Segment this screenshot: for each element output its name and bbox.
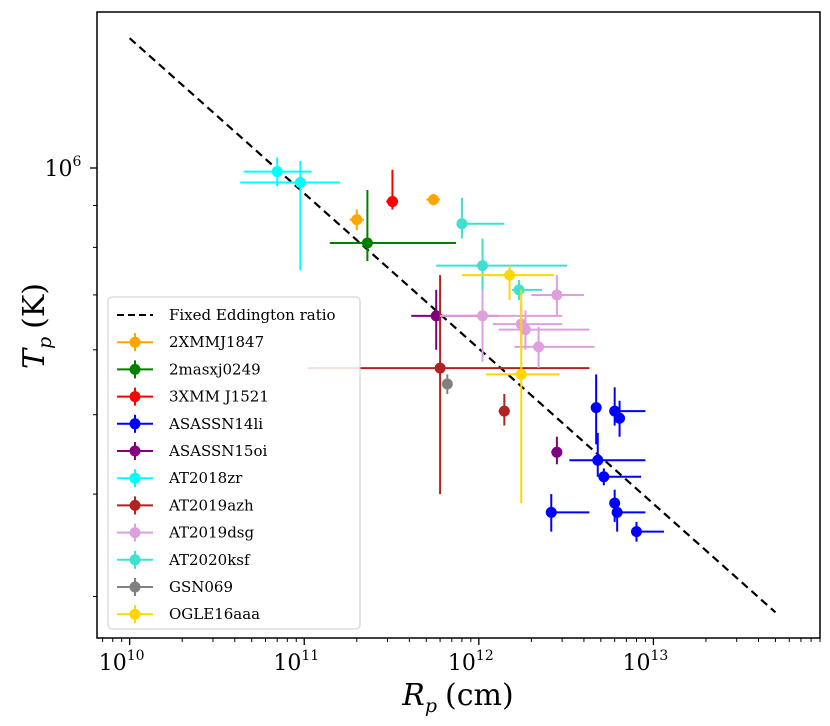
- legend-entry: OGLE16aaa: [117, 605, 260, 624]
- x-tick-label: 1011: [273, 648, 319, 676]
- data-point: [545, 506, 557, 518]
- legend-marker-dot: [129, 581, 141, 593]
- legend-entries: Fixed Eddington ratio 2XMMJ1847 2masxj0249…: [117, 306, 336, 624]
- y-tick-label: 106: [45, 154, 82, 182]
- legend-entry: 2XMMJ1847: [117, 333, 264, 352]
- legend-entry: AT2019azh: [117, 496, 254, 515]
- legend-marker-dot: [129, 445, 141, 457]
- y-axis-title: Tp(K): [17, 283, 56, 369]
- data-point: [533, 341, 545, 353]
- data-point: [271, 166, 283, 178]
- data-point: [430, 310, 442, 322]
- legend-marker-dot: [129, 391, 141, 403]
- data-point: [504, 269, 516, 281]
- plot-frame: [96, 11, 821, 639]
- data-point: [515, 368, 527, 380]
- legend-entry: AT2018zr: [117, 469, 243, 488]
- x-tick-label: 1013: [622, 648, 668, 676]
- data-point: [551, 289, 563, 301]
- plot-area: [128, 37, 777, 614]
- legend-label: 3XMM J1521: [169, 388, 269, 406]
- series-gsn069: [441, 374, 453, 394]
- data-point: [351, 214, 363, 226]
- data-point: [477, 310, 489, 322]
- x-tick-label: 1010: [99, 648, 145, 676]
- series-3xmm-j1521: [386, 169, 399, 210]
- legend-label: AT2020ksf: [168, 551, 251, 569]
- legend-box: [107, 296, 361, 630]
- legend-label: Fixed Eddington ratio: [169, 306, 336, 324]
- series-2masxj0249: [329, 190, 456, 262]
- legend-marker-dot: [129, 336, 141, 348]
- data-point: [609, 497, 621, 509]
- x-axis-title: Rp (cm): [401, 678, 513, 717]
- data-point: [513, 284, 525, 296]
- data-point: [630, 526, 642, 538]
- data-point: [361, 237, 373, 249]
- legend-label: ASASSN14li: [168, 415, 263, 433]
- legend-entry: GSN069: [117, 578, 233, 596]
- data-point: [498, 405, 510, 417]
- legend-label: AT2018zr: [168, 469, 243, 487]
- data-point: [456, 218, 468, 230]
- legend-label: GSN069: [169, 578, 233, 596]
- legend-marker-dot: [129, 472, 141, 484]
- legend-label: 2masxj0249: [169, 360, 261, 378]
- data-point: [386, 196, 398, 208]
- legend-label: OGLE16aaa: [169, 605, 260, 623]
- data-point: [294, 177, 306, 189]
- legend-entry: AT2019dsg: [117, 523, 254, 542]
- legend-label: AT2019dsg: [168, 524, 254, 542]
- legend-entry: ASASSN15oi: [117, 442, 267, 460]
- legend-entry: ASASSN14li: [117, 414, 263, 433]
- series-at2018zr: [240, 157, 340, 271]
- legend-marker-dot: [129, 499, 141, 511]
- legend-entry: AT2020ksf: [117, 550, 251, 569]
- data-point: [592, 454, 604, 466]
- series-at2020ksf: [436, 197, 568, 301]
- legend: Fixed Eddington ratio 2XMMJ1847 2masxj0249…: [107, 296, 361, 630]
- x-tick-label: 1012: [448, 648, 494, 676]
- data-point: [519, 324, 531, 336]
- series-asassn14li: [545, 374, 665, 542]
- data-point: [590, 402, 602, 414]
- data-point: [427, 194, 439, 206]
- data-point: [598, 471, 610, 483]
- legend-marker-dot: [129, 363, 141, 375]
- legend-entry: 2masxj0249: [117, 360, 261, 379]
- legend-label: ASASSN15oi: [168, 442, 267, 460]
- fixed-eddington-line: [128, 37, 777, 614]
- series-2xmmj1847: [349, 193, 441, 231]
- legend-label: 2XMMJ1847: [169, 333, 264, 351]
- data-point: [614, 412, 626, 424]
- legend-marker-dot: [129, 418, 141, 430]
- axis-ticks: 1010 1011 1012 1013 106: [45, 154, 821, 676]
- data-point: [477, 260, 489, 272]
- legend-entry: Fixed Eddington ratio: [117, 306, 336, 324]
- series-ogle16aaa: [461, 265, 560, 504]
- legend-label: AT2019azh: [168, 496, 254, 514]
- data-point: [434, 362, 446, 374]
- series-at2019dsg: [440, 275, 595, 369]
- legend-marker-dot: [129, 527, 141, 539]
- legend-entry: 3XMM J1521: [117, 387, 269, 406]
- data-point: [551, 446, 563, 458]
- legend-marker-dot: [129, 554, 141, 566]
- data-point: [611, 506, 623, 518]
- data-point: [441, 378, 453, 390]
- legend-marker-dot: [129, 608, 141, 620]
